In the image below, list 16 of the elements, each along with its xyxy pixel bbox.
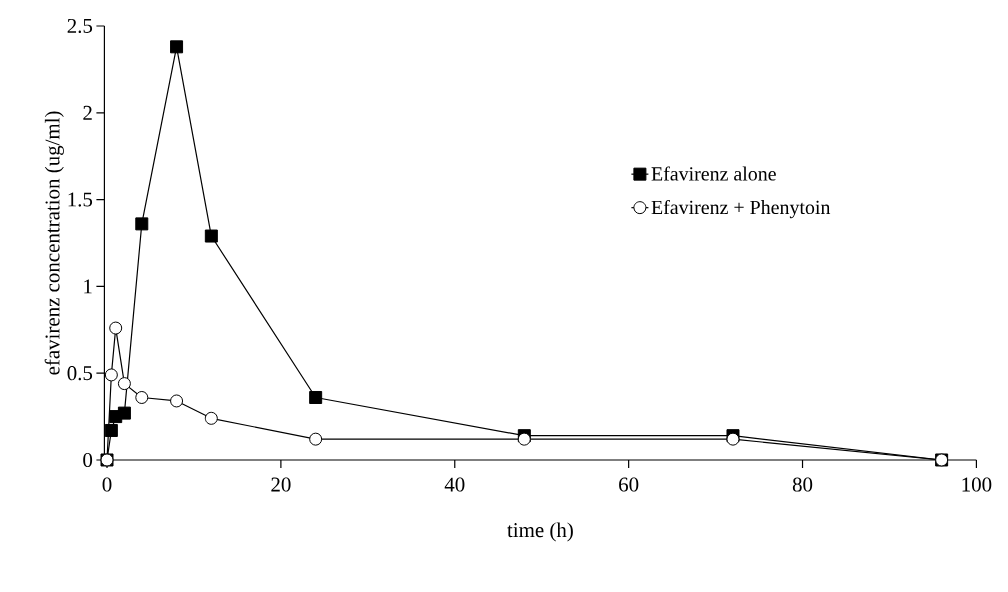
y-tick-label: 1 (84, 279, 92, 294)
y-tick-label: 0 (83, 452, 93, 468)
legend-label: Efavirenz + Phenytoin (651, 199, 831, 219)
x-tick-label: 20 (271, 477, 291, 492)
y-tick-label: 1.5 (68, 192, 93, 207)
x-tick-label: 80 (792, 477, 813, 492)
y-axis-title: efavirenz concentration (ug/ml) (44, 111, 64, 375)
x-tick-label: 60 (619, 477, 639, 492)
x-tick-label: 40 (444, 477, 465, 492)
y-tick-label: 0.5 (67, 366, 93, 381)
x-axis-title: time (h) (507, 522, 573, 542)
x-tick-label: 0 (102, 477, 112, 492)
x-tick-label: 100 (962, 477, 992, 492)
legend-label: Efavirenz alone (651, 166, 776, 181)
y-tick-label: 2.5 (67, 18, 93, 34)
y-tick-label: 2 (83, 105, 92, 120)
